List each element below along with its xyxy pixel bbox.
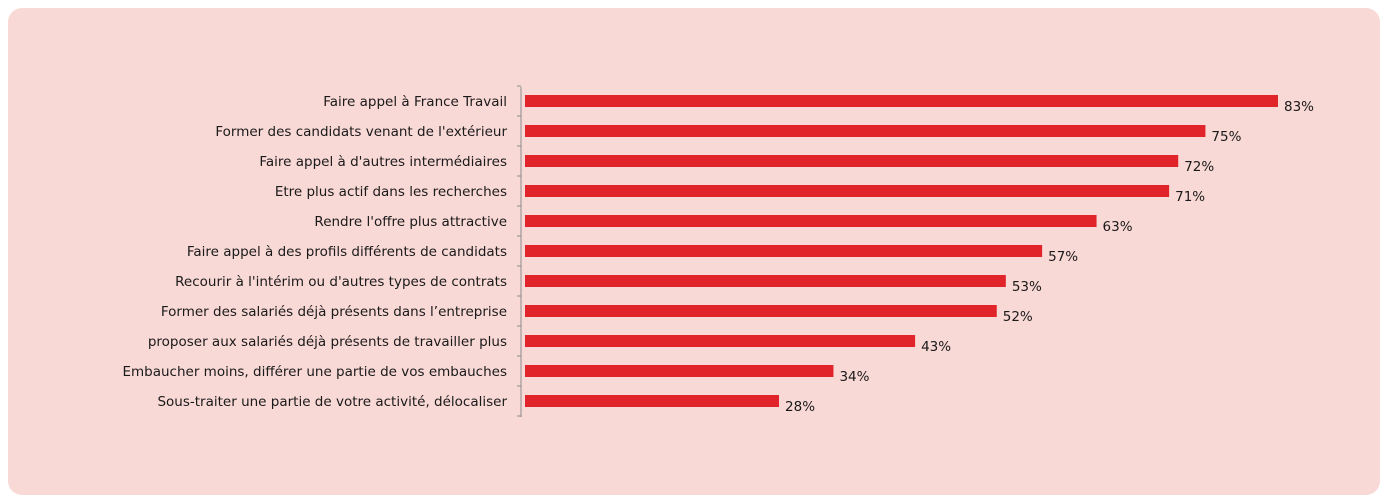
category-label: Faire appel à France Travail [323,94,507,110]
value-label: 72% [1184,159,1214,175]
bar [525,245,1043,257]
category-label: Embaucher moins, différer une partie de … [122,364,507,380]
value-label: 75% [1211,129,1241,145]
category-label: Faire appel à d'autres intermédiaires [259,154,507,170]
category-label: Former des candidats venant de l'extérie… [215,124,507,140]
bar [525,335,916,347]
bar [525,305,997,317]
bar [525,395,780,407]
category-label: Rendre l'offre plus attractive [314,214,507,230]
bar [525,365,834,377]
bar [525,95,1278,107]
value-label: 53% [1012,279,1042,295]
value-label: 71% [1175,189,1205,205]
bar [525,155,1179,167]
value-label: 34% [839,369,869,385]
y-axis-ticks [517,85,521,417]
value-label: 52% [1003,309,1033,325]
value-label: 83% [1284,99,1314,115]
bar [525,125,1206,137]
category-labels: Faire appel à France Travail Former des c… [122,94,507,410]
value-labels: 83% 75% 72% 71% 63% 57% 53% 52% 43% 34% 28% [785,99,1314,415]
bar [525,185,1170,197]
value-label: 28% [785,399,815,415]
bar [525,275,1006,287]
category-label: Etre plus actif dans les recherches [275,184,507,200]
bar [525,215,1097,227]
value-label: 57% [1048,249,1078,265]
bars [525,95,1278,407]
category-label: Recourir à l'intérim ou d'autres types d… [175,274,507,290]
value-label: 43% [921,339,951,355]
category-label: Sous-traiter une partie de votre activit… [157,394,507,410]
category-label: Former des salariés déjà présents dans l… [161,304,507,320]
value-label: 63% [1103,219,1133,235]
category-label: Faire appel à des profils différents de … [187,244,507,260]
category-label: proposer aux salariés déjà présents de t… [148,334,507,350]
